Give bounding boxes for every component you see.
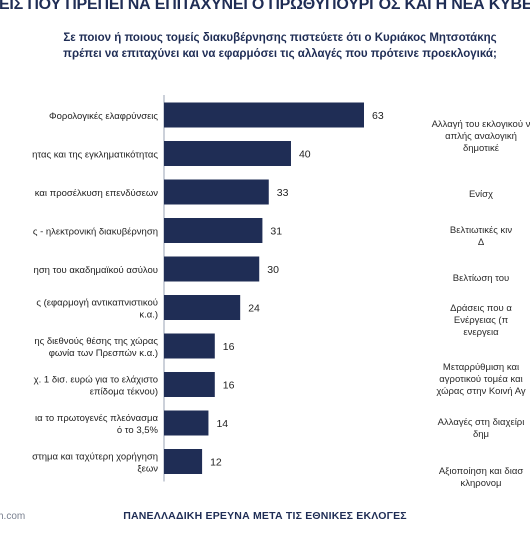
bar (164, 295, 241, 320)
right-category-label: Αξιοποίηση και διασ κληρονομ (396, 466, 530, 490)
data-label: 63 (372, 110, 384, 122)
right-category-label-line: δημοτικέ (462, 143, 500, 154)
category-label: και προσέλκυση επενδύσεων (35, 188, 158, 199)
chart-title: ΜΕΙΣ ΠΟΥ ΠΡΕΠΕΙ ΝΑ ΕΠΙΤΑΧΥΝΕΙ Ο ΠΡΩΘΥΠΟΥ… (0, 0, 530, 13)
data-label: 40 (299, 149, 311, 161)
bar (164, 102, 364, 128)
survey-footer: ΠΑΝΕΛΛΑΔΙΚΗ ΕΡΕΥΝΑ ΜΕΤΑ ΤΙΣ ΕΘΝΙΚΕΣ ΕΚΛΟ… (123, 510, 407, 522)
category-label: στημα και ταχύτερη χορήγηση (32, 452, 158, 463)
data-label: 30 (267, 264, 279, 276)
right-category-label-line: ενεργεια (463, 327, 499, 338)
right-category-label-line: Αλλαγή του εκλογικού ν (431, 119, 530, 130)
bar (164, 218, 263, 243)
right-category-label-line: Βελτιωτικές κιν (449, 225, 513, 236)
right-category-label: Αλλαγές στη διαχείρι δημ (396, 417, 530, 441)
right-category-label-line: Βελτίωση του (452, 273, 510, 284)
bar (164, 256, 260, 282)
bar (164, 333, 215, 359)
right-category-label: Αλλαγή του εκλογικού ν απλής αναλογική δημ… (396, 119, 530, 155)
category-label: φωνία των Πρεσπών κ.α.) (49, 348, 158, 359)
right-category-label: Μεταρρύθμιση και αγροτικού τομέα και χώρας… (396, 362, 530, 398)
right-category-label: Δράσεις που α Ενέργειας (π ενεργεια (396, 303, 530, 339)
bar (164, 372, 215, 397)
bar (164, 449, 203, 474)
right-category-label-line: αγροτικού τομέα και (439, 374, 523, 385)
right-category-label-line: απλής αναλογική (445, 131, 517, 142)
category-label: ης διεθνούς θέσης της χώρας (34, 336, 158, 347)
category-label: ξεων (137, 464, 158, 475)
category-label: ια το πρωτογενές πλεόνασμα (35, 413, 159, 424)
category-label: επίδομα τέκνου) (90, 387, 158, 398)
data-label: 14 (216, 418, 228, 430)
category-label: ηση του ακαδημαϊκού ασύλου (34, 265, 158, 276)
bar (164, 141, 291, 166)
right-category-label-line: Δ (477, 237, 485, 248)
subtitle-line: πρέπει να επιταχύνει και να εφαρμόσει τι… (63, 48, 497, 60)
bar-chart: 63 Φορολογικές ελαφρύνσεις 40 ητας και της … (32, 95, 384, 482)
category-label: Φορολογικές ελαφρύνσεις (49, 111, 158, 122)
bar (164, 179, 269, 205)
right-category-label: Βελτίωση του (396, 273, 530, 285)
data-label: 24 (248, 303, 260, 315)
category-label: κ.α.) (139, 310, 158, 321)
right-category-label-line: Αξιοποίηση και διασ (438, 466, 524, 477)
right-category-label-line: Ενέργειας (π (453, 315, 509, 326)
source-text: h.com (0, 511, 26, 522)
right-category-label-line: Μεταρρύθμιση και (442, 362, 520, 373)
category-label: χ. 1 δισ. ευρώ για το ελάχιστο (34, 375, 158, 386)
category-label: ό το 3,5% (117, 425, 159, 436)
right-category-label-line: χώρας στην Κοινή Αγ (436, 386, 526, 397)
data-label: 33 (277, 187, 289, 199)
subtitle-line: Σε ποιον ή ποιους τομείς διακυβέρνησης π… (63, 32, 497, 44)
right-category-label: Βελτιωτικές κιν Δ (396, 225, 530, 249)
category-label: ς - ηλεκτρονική διακυβέρνηση (33, 227, 158, 238)
right-category-label: Ενίσχ (396, 189, 530, 201)
right-category-label-line: Δράσεις που α (450, 303, 512, 314)
right-category-label-line: Ενίσχ (468, 189, 494, 200)
right-category-label-line: δημ (472, 429, 490, 440)
data-label: 16 (223, 341, 235, 353)
category-label: ητας και της εγκληματικότητας (32, 150, 158, 161)
data-label: 12 (210, 457, 222, 469)
right-category-label-line: κληρονομ (460, 478, 502, 489)
chart-subtitle: Σε ποιον ή ποιους τομείς διακυβέρνησης π… (0, 30, 530, 62)
data-label: 16 (223, 380, 235, 392)
category-label: ς (εφαρμογή αντικαπνιστικού (36, 298, 158, 309)
right-category-label-line: Αλλαγές στη διαχείρι (437, 417, 525, 428)
bar (164, 410, 209, 436)
data-label: 31 (270, 226, 282, 238)
